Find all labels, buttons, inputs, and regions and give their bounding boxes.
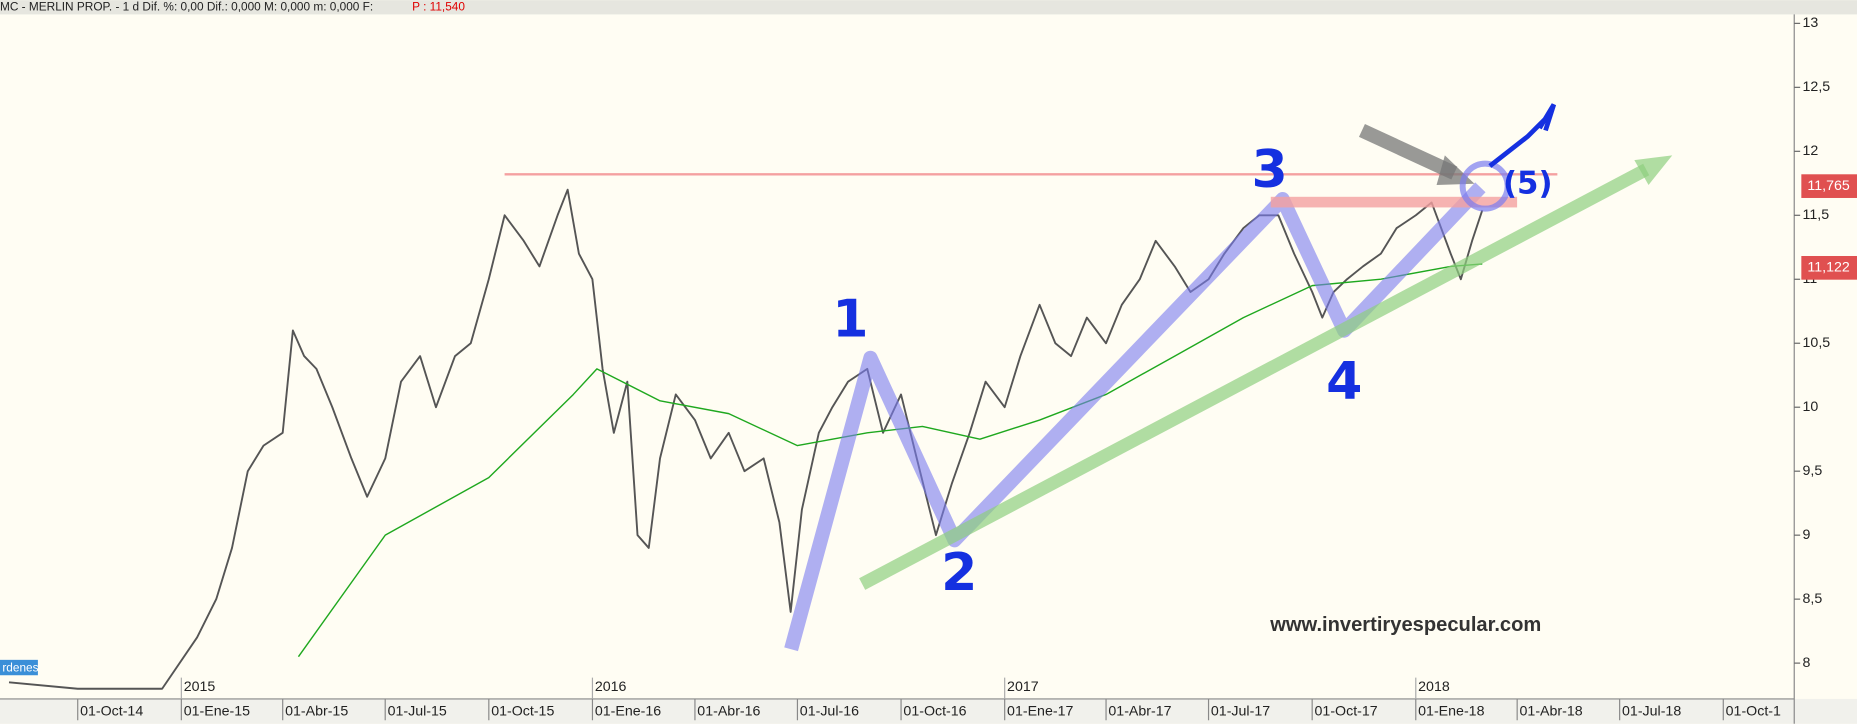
trend-arrow-head [1634, 155, 1673, 185]
y-tick-label: 11,5 [1803, 207, 1830, 223]
year-label: 2015 [184, 679, 216, 695]
moving-average [297, 263, 1483, 658]
x-tick-label: 01-Abr-18 [1520, 704, 1583, 720]
header-text: MC - MERLIN PROP. - 1 d Dif. %: 0,00 Dif… [0, 0, 373, 13]
x-tick-label: 01-Jul-16 [800, 704, 859, 720]
resistance-band [1270, 196, 1518, 208]
trend-arrow [859, 163, 1650, 590]
year-label: 2016 [595, 679, 627, 695]
x-tick-label: 01-Abr-15 [285, 704, 348, 720]
y-tick-label: 12,5 [1803, 79, 1831, 95]
x-tick-label: 01-Oct-15 [491, 704, 554, 720]
pointer-arrow [1358, 124, 1458, 180]
y-tick-label: 10,5 [1803, 335, 1831, 351]
target-circle [1459, 160, 1511, 212]
y-tick-label: 10 [1803, 399, 1819, 415]
x-tick-label: 01-Jul-17 [1211, 704, 1270, 720]
x-tick-label: 01-Oct-17 [1315, 704, 1378, 720]
y-tick-label: 9 [1803, 527, 1811, 543]
x-tick-label: 01-Ene-15 [184, 704, 250, 720]
x-tick-label: 01-Abr-17 [1108, 704, 1171, 720]
annotations: 1 2 3 4 (5) www.invertiryespecular.com 1… [0, 103, 1857, 676]
price-tag [1801, 256, 1857, 280]
x-tick-label: 01-Oct-1 [1726, 704, 1781, 720]
wave-label: 3 [1251, 140, 1287, 200]
y-tick-label: 12 [1803, 143, 1819, 159]
price-tag-text: 11,122 [1807, 260, 1849, 276]
year-label: 2018 [1418, 679, 1450, 695]
year-label: 2017 [1007, 679, 1039, 695]
x-tick-label: 01-Ene-17 [1007, 704, 1073, 720]
header-price: P : 11,540 [412, 0, 465, 13]
wave-label: 4 [1326, 352, 1362, 412]
wave-label: 1 [832, 289, 868, 349]
x-tick-label: 01-Abr-16 [697, 704, 760, 720]
plot: 88,599,51010,51111,51212,51301-Oct-1401-… [8, 15, 1831, 721]
website: www.invertiryespecular.com [1269, 614, 1541, 636]
x-tick-label: 01-Ene-16 [595, 704, 661, 720]
wave-label: 2 [941, 543, 977, 603]
y-tick-label: 13 [1803, 15, 1819, 31]
price-tag [1801, 174, 1857, 198]
x-tick-label: 01-Jul-18 [1622, 704, 1681, 720]
x-tick-label: 01-Jul-15 [388, 704, 447, 720]
x-tick-label: 01-Oct-14 [80, 704, 143, 720]
y-tick-label: 8 [1803, 655, 1811, 671]
header-bar [0, 0, 1857, 15]
hand-arrow [1488, 103, 1557, 168]
x-axis-band [0, 698, 1857, 724]
price-tag-text: 11,765 [1807, 178, 1849, 194]
x-tick-label: 01-Oct-16 [903, 704, 966, 720]
x-tick-label: 01-Ene-18 [1418, 704, 1484, 720]
wave-path [784, 182, 1486, 652]
wave-label: (5) [1503, 165, 1553, 201]
panel-tag [0, 659, 38, 676]
panel-tag-text: rdenes [2, 660, 38, 674]
y-tick-label: 8,5 [1803, 591, 1823, 607]
y-tick-label: 9,5 [1803, 463, 1823, 479]
